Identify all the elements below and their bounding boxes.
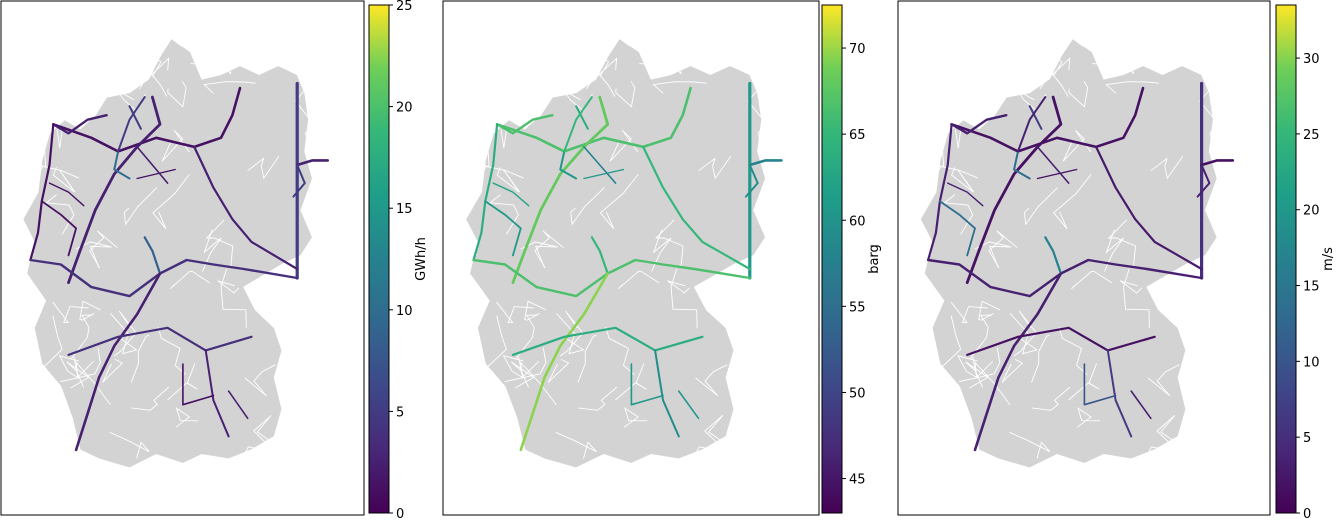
colorbar-tick-label: 0 (396, 507, 404, 521)
pipeline-segment-21 (947, 182, 984, 207)
pipeline-segment-2 (292, 164, 306, 198)
pipeline-segment-21 (492, 182, 530, 207)
colorbar-label: barg (867, 244, 882, 274)
pipeline-segment-3 (950, 86, 1145, 153)
colorbar-label: GWh/h (414, 237, 429, 281)
pipeline-segment-19 (117, 96, 146, 153)
colorbar-tick-label: 10 (396, 304, 413, 319)
pipeline-segment-4 (950, 114, 1008, 135)
pipeline-segment-19 (1017, 96, 1047, 153)
colorbar-tick-label: 45 (849, 473, 866, 488)
pipeline-segment-4 (52, 114, 108, 135)
pipeline-segment-16 (654, 349, 680, 438)
pipeline-segment-3 (495, 86, 692, 153)
pipeline-segment-20 (1036, 146, 1070, 184)
colorbar-tick-label: 30 (1303, 52, 1320, 67)
pipeline-segment-13 (1044, 236, 1062, 275)
colorbar-tick-label: 70 (849, 42, 866, 57)
colorbar-tick-label: 65 (849, 128, 866, 143)
pipeline-segment-18 (678, 390, 700, 420)
pipeline-segment-11 (484, 200, 522, 257)
colorbar-tick-label: 10 (1303, 355, 1320, 370)
pipeline-segment-14 (973, 272, 1063, 452)
pipeline-segment-15 (67, 326, 253, 356)
pipeline-segment-6 (67, 95, 162, 284)
germany-landmass (22, 37, 314, 469)
colorbar-tick-label: 5 (1303, 431, 1311, 446)
colorbar-tick-label: 50 (849, 386, 866, 401)
colorbar-gradient (1275, 4, 1297, 514)
colorbar-tick-label: 25 (396, 0, 413, 14)
pipeline-segment-15 (966, 326, 1156, 356)
pipeline-segment-16 (204, 349, 230, 438)
pipeline-segment-20 (136, 146, 169, 184)
colorbar-tick-label: 15 (1303, 280, 1320, 295)
pipeline-segment-14 (519, 272, 609, 452)
colorbar-tick-label: 20 (1303, 204, 1320, 219)
pipeline-segment-2 (1196, 164, 1211, 198)
pipeline-segment-17 (182, 363, 215, 406)
pipeline-segment-7 (575, 105, 589, 130)
pipeline-segment-16 (1106, 349, 1133, 438)
pipeline-network (472, 81, 783, 452)
map-panel-flow (0, 0, 365, 516)
colorbar-tick-label: 55 (849, 300, 866, 315)
pipeline-segment-15 (511, 326, 704, 356)
colorbar-velocity: 0 5 10 15 20 25 30 m/s (1275, 4, 1336, 521)
pipeline-segment-13 (590, 236, 609, 275)
germany-landmass (465, 37, 767, 469)
pipeline-segment-3 (52, 86, 242, 153)
colorbar-label: m/s (1321, 247, 1336, 271)
pipeline-segment-6 (965, 95, 1063, 284)
colorbar-gradient (821, 4, 843, 514)
pipeline-segment-1 (748, 159, 783, 167)
pipeline-segment-1 (1200, 159, 1235, 167)
pipeline-segment-10 (136, 168, 176, 180)
pipeline-segment-7 (128, 105, 142, 130)
pipeline-segment-1 (295, 159, 329, 167)
pipeline-segment-4 (495, 114, 554, 135)
pipeline-segment-8 (113, 150, 131, 180)
colorbar-gradient (368, 4, 390, 514)
pipeline-segment-18 (227, 390, 249, 420)
colorbar-tick-label: 25 (1303, 128, 1320, 143)
colorbar-tick-label: 0 (1303, 507, 1311, 521)
pipeline-segment-7 (1028, 105, 1043, 130)
colorbar-pressure: 45 50 55 60 65 70 barg (821, 4, 882, 514)
pipeline-segment-2 (744, 164, 759, 198)
colorbar-tick-label: 5 (396, 405, 404, 420)
pipeline-segment-17 (630, 363, 664, 406)
germany-landmass (919, 37, 1218, 469)
pipeline-network (29, 81, 329, 452)
pipeline-segment-10 (1036, 168, 1078, 180)
pipeline-network (926, 81, 1235, 452)
pipeline-segment-6 (511, 95, 610, 284)
pipeline-segment-9 (1095, 145, 1203, 271)
pipeline-segment-21 (48, 182, 85, 207)
pipeline-segment-8 (1013, 150, 1031, 180)
pipeline-segment-11 (40, 200, 77, 257)
colorbar-tick-label: 15 (396, 202, 413, 217)
map-panel-velocity (897, 0, 1271, 516)
pipeline-segment-8 (559, 150, 578, 180)
colorbar-flow: 0 5 10 15 20 25 GWh/h (368, 0, 429, 521)
pipeline-segment-13 (143, 236, 162, 275)
map-panel-pressure (442, 0, 820, 516)
pipeline-segment-18 (1130, 390, 1152, 420)
colorbar-tick-label: 20 (396, 101, 413, 116)
pipeline-segment-10 (583, 168, 625, 180)
pipeline-segment-20 (583, 146, 617, 184)
pipeline-segment-19 (563, 96, 593, 153)
pipeline-segment-11 (939, 200, 976, 257)
pipeline-segment-9 (193, 145, 299, 271)
pipeline-segment-9 (642, 145, 751, 271)
colorbar-tick-label: 60 (849, 214, 866, 229)
pipeline-segment-14 (74, 272, 162, 452)
pipeline-segment-17 (1083, 363, 1117, 406)
